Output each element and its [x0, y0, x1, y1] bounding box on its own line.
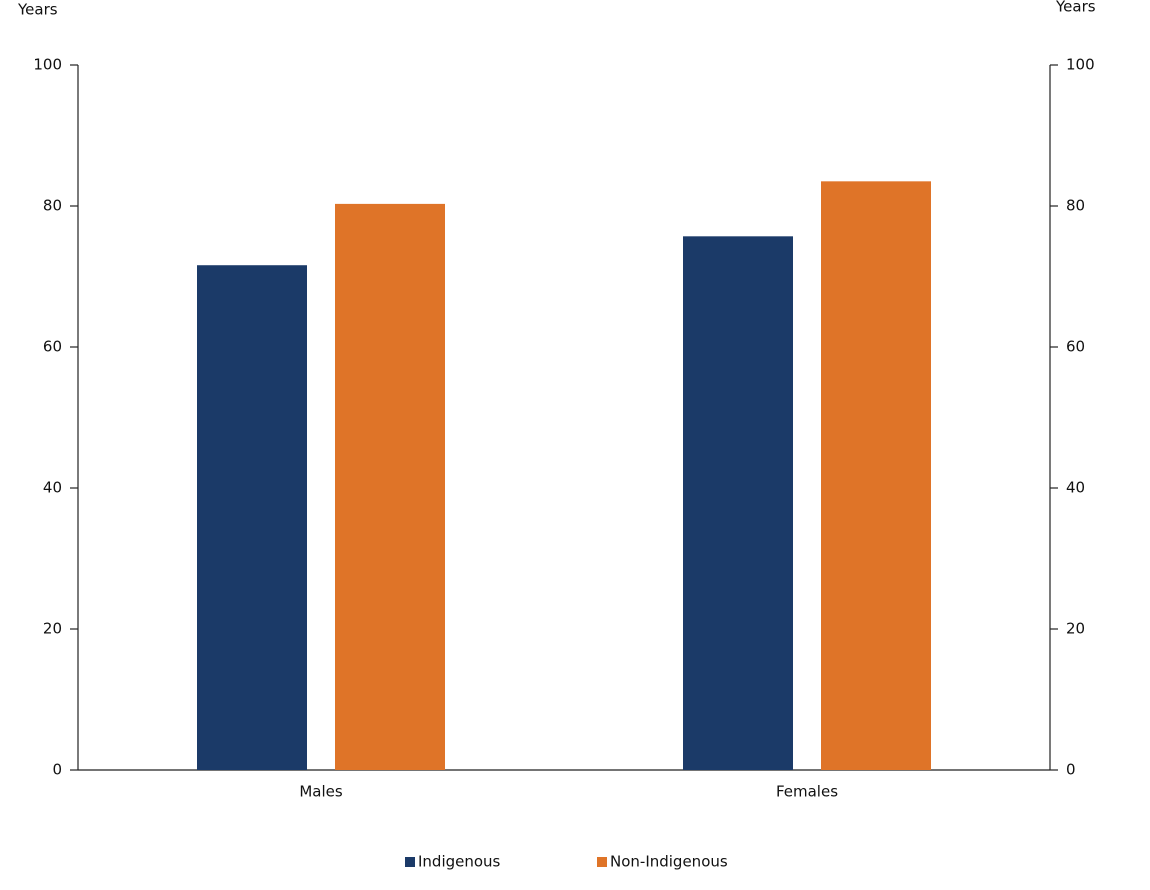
y-axis-label: Years — [17, 1, 58, 19]
y2-tick-label: 100 — [1066, 56, 1095, 74]
legend-label: Non-Indigenous — [610, 853, 728, 871]
y-tick-label: 20 — [43, 620, 62, 638]
y2-tick-label: 80 — [1066, 197, 1085, 215]
y2-tick-label: 40 — [1066, 479, 1085, 497]
legend-swatch — [597, 857, 607, 867]
bar — [683, 236, 793, 770]
y2-tick-label: 0 — [1066, 761, 1076, 779]
bar — [335, 203, 445, 770]
y2-tick-label: 20 — [1066, 620, 1085, 638]
x-tick-label: Males — [299, 783, 343, 801]
y-tick-label: 80 — [43, 197, 62, 215]
y-tick-label: 100 — [33, 56, 62, 74]
bar — [197, 265, 307, 770]
y2-axis-label: Years — [1055, 0, 1096, 16]
y-tick-label: 40 — [43, 479, 62, 497]
legend-label: Indigenous — [418, 853, 501, 871]
y-tick-label: 60 — [43, 338, 62, 356]
x-tick-label: Females — [776, 783, 838, 801]
y2-tick-label: 60 — [1066, 338, 1085, 356]
bar — [821, 181, 931, 770]
y-tick-label: 0 — [52, 761, 62, 779]
legend-swatch — [405, 857, 415, 867]
